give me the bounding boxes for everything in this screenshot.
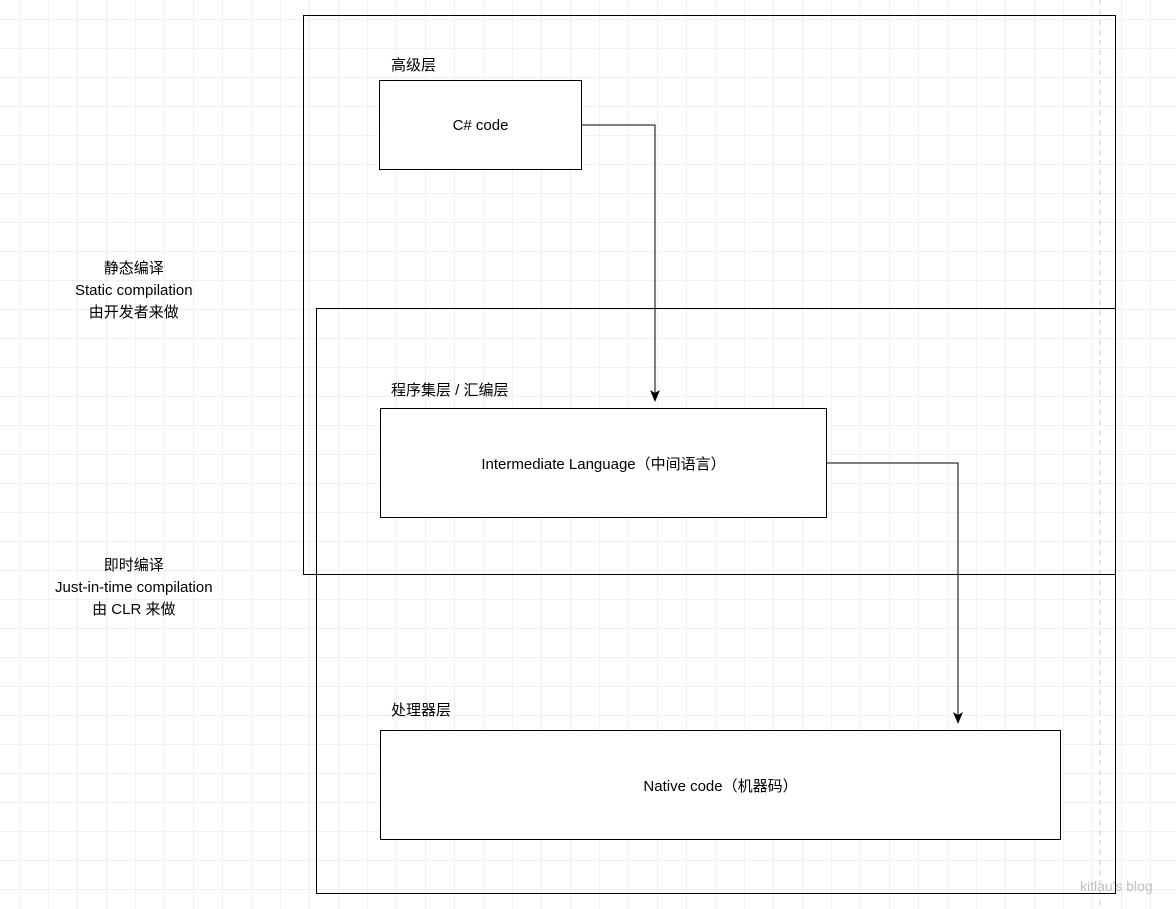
node-label: C# code	[453, 117, 509, 134]
node-csharp-code: C# code	[379, 80, 582, 170]
node-intermediate-language: Intermediate Language（中间语言）	[380, 408, 827, 518]
label-line: 即时编译	[55, 555, 213, 577]
label-line: 由 CLR 来做	[55, 599, 213, 621]
label-line: Static compilation	[75, 280, 193, 302]
label-line: 由开发者来做	[75, 302, 193, 324]
node-label: Native code（机器码）	[643, 775, 797, 796]
node-label: Intermediate Language（中间语言）	[481, 453, 725, 474]
label-line: 静态编译	[75, 258, 193, 280]
label-static-compilation: 静态编译 Static compilation 由开发者来做	[75, 258, 193, 323]
label-jit-compilation: 即时编译 Just-in-time compilation 由 CLR 来做	[55, 555, 213, 620]
section-title-assembly: 程序集层 / 汇编层	[391, 380, 509, 402]
section-title-high-level: 高级层	[391, 55, 436, 77]
section-title-processor: 处理器层	[391, 700, 451, 722]
label-line: Just-in-time compilation	[55, 577, 213, 599]
watermark: kitlau's blog	[1080, 878, 1153, 894]
node-native-code: Native code（机器码）	[380, 730, 1061, 840]
